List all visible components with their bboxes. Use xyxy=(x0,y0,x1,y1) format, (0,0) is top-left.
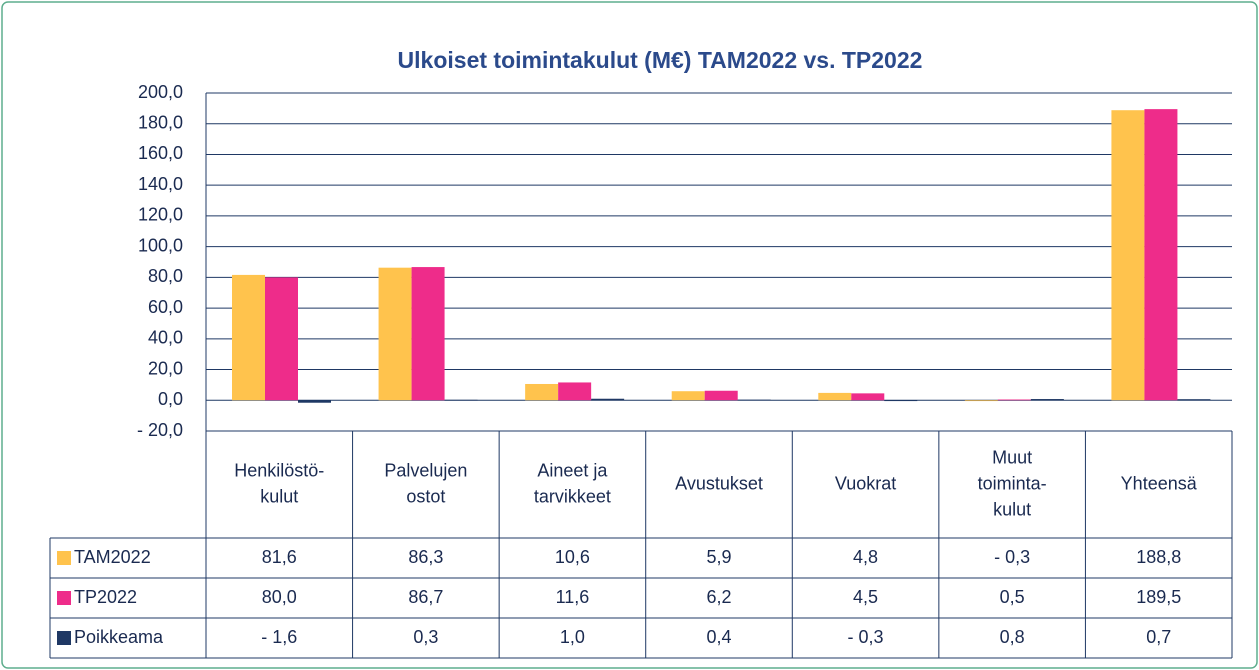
y-tick-label: 20,0 xyxy=(148,358,183,378)
bar xyxy=(851,393,885,401)
data-label: 189,5 xyxy=(1136,587,1181,607)
bar xyxy=(265,277,298,401)
y-tick-label: - 20,0 xyxy=(137,420,183,440)
data-label: 11,6 xyxy=(556,587,590,607)
chart-title: Ulkoiset toimintakulut (M€) TAM2022 vs. … xyxy=(398,47,923,73)
data-label: 6,2 xyxy=(706,587,731,607)
bar xyxy=(525,383,559,401)
bar xyxy=(411,267,445,401)
data-label: 4,5 xyxy=(853,587,878,607)
data-label: 10,6 xyxy=(555,547,590,567)
y-tick-label: 180,0 xyxy=(138,112,183,132)
legend-label: TAM2022 xyxy=(74,547,151,567)
bar xyxy=(671,391,705,401)
data-label: 0,5 xyxy=(1000,587,1025,607)
x-tick-label: Aineet ja xyxy=(537,460,608,480)
bar xyxy=(1144,109,1178,401)
y-tick-label: 160,0 xyxy=(138,143,183,163)
x-tick-label: Muut xyxy=(992,447,1032,467)
bar xyxy=(1030,399,1064,401)
bar xyxy=(997,399,1031,401)
y-tick-label: 0,0 xyxy=(158,389,183,409)
bar xyxy=(591,398,625,401)
bar xyxy=(884,400,918,402)
data-label: 4,8 xyxy=(853,547,878,567)
x-tick-label: kulut xyxy=(993,499,1031,519)
bar xyxy=(558,382,592,401)
data-label: 0,8 xyxy=(1000,627,1025,647)
data-label: 1,0 xyxy=(560,627,585,647)
y-tick-label: 200,0 xyxy=(138,82,183,102)
x-tick-label: Henkilöstö- xyxy=(234,460,324,480)
bar xyxy=(704,390,738,401)
bar xyxy=(232,274,265,401)
data-label: 0,4 xyxy=(706,627,731,647)
data-label: 0,7 xyxy=(1146,627,1171,647)
x-tick-label: Avustukset xyxy=(675,473,763,493)
legend-label: Poikkeama xyxy=(74,627,164,647)
y-tick-label: 80,0 xyxy=(148,266,183,286)
y-tick-label: 40,0 xyxy=(148,328,183,348)
x-tick-label: tarvikkeet xyxy=(534,486,611,506)
bar xyxy=(444,399,478,401)
legend-swatch xyxy=(57,551,71,565)
x-tick-label: toiminta- xyxy=(978,473,1047,493)
bar xyxy=(378,267,412,401)
legend-swatch xyxy=(57,591,71,605)
data-label: 86,7 xyxy=(408,587,443,607)
bar xyxy=(964,400,998,402)
y-tick-label: 120,0 xyxy=(138,205,183,225)
y-tick-label: 100,0 xyxy=(138,235,183,255)
bar xyxy=(1177,399,1211,401)
x-tick-label: Vuokrat xyxy=(835,473,896,493)
x-tick-label: kulut xyxy=(260,486,298,506)
x-tick-label: ostot xyxy=(406,486,445,506)
data-label: 5,9 xyxy=(706,547,731,567)
y-tick-label: 140,0 xyxy=(138,174,183,194)
bar xyxy=(298,400,331,403)
legend-swatch xyxy=(57,631,71,645)
x-tick-label: Palvelujen xyxy=(384,460,467,480)
data-label: 81,6 xyxy=(262,547,297,567)
legend-label: TP2022 xyxy=(74,587,137,607)
data-label: 188,8 xyxy=(1136,547,1181,567)
data-label: - 1,6 xyxy=(261,627,297,647)
data-label: 86,3 xyxy=(408,547,443,567)
data-label: - 0,3 xyxy=(994,547,1030,567)
bar xyxy=(818,392,852,401)
x-tick-label: Yhteensä xyxy=(1121,473,1198,493)
data-label: - 0,3 xyxy=(848,627,884,647)
data-label: 80,0 xyxy=(262,587,297,607)
bar xyxy=(737,399,771,401)
data-label: 0,3 xyxy=(413,627,438,647)
bar xyxy=(1111,110,1145,401)
y-tick-label: 60,0 xyxy=(148,297,183,317)
